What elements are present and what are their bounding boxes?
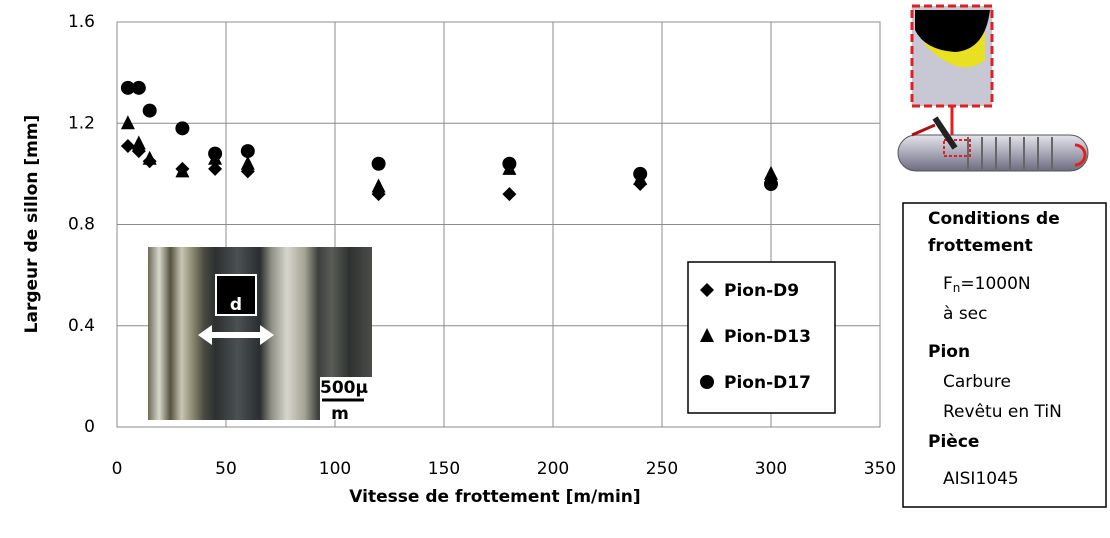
marker xyxy=(502,156,517,171)
legend-label: Pion-D17 xyxy=(724,373,811,393)
force-subscript: n xyxy=(953,281,961,295)
contact-box xyxy=(943,139,971,157)
arrow-head xyxy=(260,325,274,345)
force-condition: Fn=1000N xyxy=(943,274,1031,295)
legend: Pion-D9 Pion-D13 Pion-D17 xyxy=(687,261,836,414)
marker xyxy=(208,146,223,161)
marker xyxy=(240,155,255,170)
micrograph-inset: d 500µ m xyxy=(148,247,372,424)
marker xyxy=(371,178,386,193)
x-tick-label: 350 xyxy=(864,459,896,479)
x-tick-label: 50 xyxy=(215,459,237,479)
pin-line: Carbure xyxy=(943,372,1011,392)
x-tick-label: 100 xyxy=(319,459,351,479)
legend-label: Pion-D13 xyxy=(724,327,811,347)
marker xyxy=(371,156,386,171)
x-tick-label: 250 xyxy=(646,459,678,479)
plot-area: 0 0.4 0.8 1.2 1.6 0 50 100 150 200 250 300 350 xyxy=(68,12,896,479)
pin-line: Revêtu en TiN xyxy=(943,402,1062,422)
force-value: =1000N xyxy=(960,274,1030,294)
annotation: m xyxy=(331,404,349,424)
legend-marker xyxy=(700,328,714,342)
dry-condition: à sec xyxy=(943,304,987,324)
marker xyxy=(764,177,778,191)
annotation: d xyxy=(230,295,242,315)
y-tick-label: 0.4 xyxy=(68,316,95,336)
force-symbol: F xyxy=(943,274,953,294)
x-tick-label: 200 xyxy=(537,459,569,479)
legend-marker xyxy=(700,283,714,297)
marker xyxy=(120,80,135,95)
marker xyxy=(131,135,146,150)
pin xyxy=(932,116,958,150)
rotation-arrow xyxy=(1074,143,1087,167)
part-material: AISI1045 xyxy=(943,469,1019,489)
y-tick-label: 1.2 xyxy=(68,113,95,133)
marker xyxy=(142,150,157,165)
feed-arrow xyxy=(911,123,936,137)
marker xyxy=(120,139,135,154)
marker xyxy=(142,103,157,118)
arrow-head xyxy=(198,325,212,345)
x-tick-label: 150 xyxy=(428,459,460,479)
legend-box xyxy=(687,261,836,414)
marker xyxy=(764,165,778,180)
workpiece xyxy=(897,134,1089,172)
pin-heading: Pion xyxy=(928,342,970,362)
x-tick-label: 300 xyxy=(755,459,787,479)
y-tick-label: 1.6 xyxy=(68,12,95,32)
marker xyxy=(502,187,517,202)
part-heading: Pièce xyxy=(928,432,979,452)
marker xyxy=(208,161,223,176)
marker xyxy=(131,80,146,95)
conditions-panel: Conditions de frottement Fn=1000N à sec … xyxy=(902,202,1107,508)
y-tick-label: 0.8 xyxy=(68,215,95,235)
conditions-title: Conditions de xyxy=(928,209,1060,229)
plot-border xyxy=(116,21,881,428)
setup-diagram xyxy=(897,4,1089,172)
legend-label: Pion-D9 xyxy=(724,281,799,301)
y-axis-title: Largeur de sillon [mm] xyxy=(22,115,42,334)
x-tick-label: 0 xyxy=(112,459,123,479)
conditions-title: frottement xyxy=(928,236,1033,256)
label-box xyxy=(215,274,257,316)
legend-marker xyxy=(700,375,714,389)
marker xyxy=(175,163,190,178)
pin-tip xyxy=(915,10,990,52)
marker xyxy=(120,115,135,130)
annotation: 500µ xyxy=(320,378,368,398)
marker xyxy=(633,166,648,181)
marker xyxy=(240,144,255,159)
x-axis-title: Vitesse de frottement [m/min] xyxy=(349,487,640,507)
marker xyxy=(175,121,190,136)
conditions-box xyxy=(902,202,1107,508)
y-tick-label: 0 xyxy=(84,417,95,437)
